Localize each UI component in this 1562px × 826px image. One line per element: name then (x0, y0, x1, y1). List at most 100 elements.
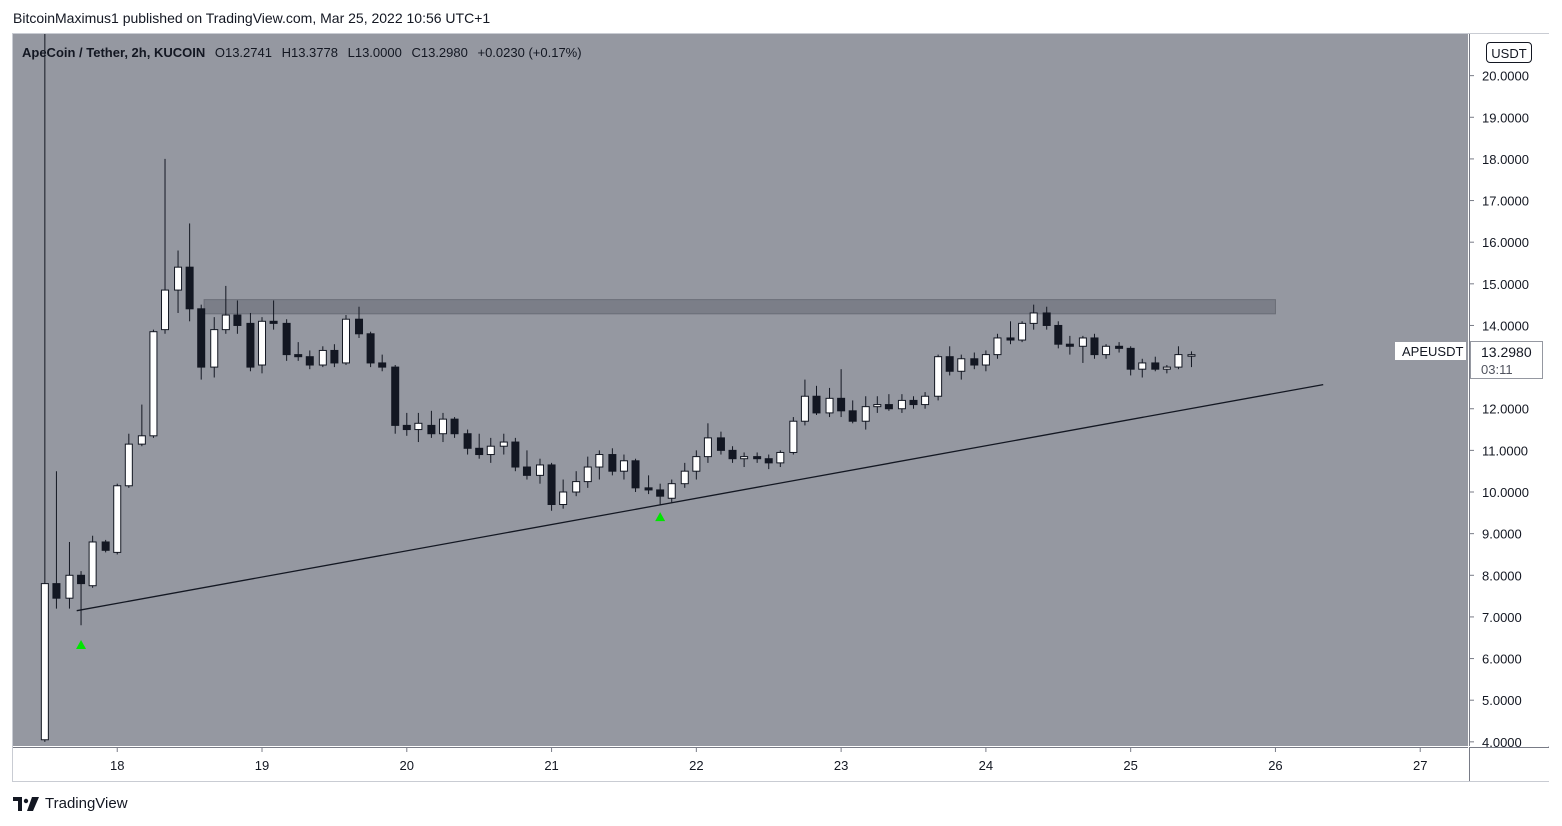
time-tick-label: 20 (400, 758, 414, 773)
candle-body-up (40, 583, 49, 741)
candle-body-up (161, 289, 170, 331)
price-tick-label: 10.0000 (1482, 485, 1529, 500)
candle-body-up (438, 418, 447, 435)
tradingview-brand[interactable]: TradingView (13, 795, 128, 812)
candle (753, 452, 762, 463)
legend-low-value: 13.0000 (354, 45, 402, 60)
candle-body-down (812, 395, 821, 414)
candle-body-down (355, 318, 364, 335)
candle-body-down (522, 466, 531, 476)
candle (1174, 346, 1183, 370)
candle-body-up (572, 481, 581, 493)
candle (402, 412, 411, 436)
candle-body-up (414, 422, 423, 431)
candle-body-down (884, 404, 893, 410)
candle (40, 34, 49, 742)
candle-body-up (1174, 354, 1183, 368)
candle-body-down (1042, 312, 1051, 326)
candle-body-down (463, 433, 472, 449)
candle (1126, 346, 1135, 376)
legend-open-label: O (214, 45, 225, 60)
candle-body-down (837, 397, 846, 412)
chart-plot-area[interactable] (13, 34, 1468, 746)
candle-body-down (185, 266, 194, 310)
candle-body-down (511, 441, 520, 468)
candle-body-up (499, 441, 508, 447)
candle (873, 396, 882, 413)
price-axis[interactable] (1469, 34, 1549, 746)
candle-body-up (740, 456, 749, 460)
price-tick-label: 16.0000 (1482, 235, 1529, 250)
publish-caption: BitcoinMaximus1 published on TradingView… (13, 10, 491, 26)
price-tick-label: 4.0000 (1482, 735, 1522, 750)
price-tick-label: 12.0000 (1482, 402, 1529, 417)
time-axis[interactable] (13, 747, 1468, 781)
candle-body-up (210, 329, 219, 368)
candle-body-down (402, 424, 411, 431)
candle (294, 342, 303, 361)
candle-body-up (692, 456, 701, 472)
candle-body-down (427, 424, 436, 435)
candle (667, 479, 676, 503)
candle (355, 306, 364, 338)
time-tick-label: 24 (979, 758, 993, 773)
candle (703, 423, 712, 463)
candle-body-up (221, 314, 230, 331)
time-tick-label: 25 (1123, 758, 1137, 773)
candle-body-up (113, 485, 122, 553)
candle (680, 462, 689, 488)
candle (619, 454, 628, 480)
candle (77, 571, 86, 626)
last-price-value: 13.2980 (1481, 344, 1532, 360)
candle (161, 158, 170, 334)
candle-body-up (535, 464, 544, 476)
price-tick-label: 18.0000 (1482, 152, 1529, 167)
price-tick-label: 8.0000 (1482, 568, 1522, 583)
time-tick-label: 21 (544, 758, 558, 773)
candle (438, 412, 447, 443)
candle (210, 317, 219, 378)
candle-body-down (728, 449, 737, 460)
candle-body-down (391, 366, 400, 426)
candle (535, 458, 544, 484)
candle (427, 410, 436, 438)
candle-body-down (608, 454, 617, 472)
candle-body-up (981, 354, 990, 366)
tradingview-logo-icon (13, 796, 39, 811)
candle (366, 331, 375, 368)
candle (1138, 358, 1147, 378)
bar-countdown: 03:11 (1481, 362, 1513, 377)
candle-body-up (341, 318, 350, 364)
candle-body-down (945, 356, 954, 372)
candle-body-up (934, 356, 943, 397)
legend-symbol[interactable]: ApeCoin / Tether, 2h, KUCOIN (22, 45, 206, 60)
candle (825, 387, 834, 418)
candle-body-up (861, 406, 870, 422)
candle (414, 412, 423, 443)
candle (559, 479, 568, 509)
candle (800, 379, 809, 426)
candle-body-up (1078, 337, 1087, 347)
candle (1151, 356, 1160, 372)
time-tick-label: 19 (255, 758, 269, 773)
candle (1102, 344, 1111, 359)
candle (1029, 304, 1038, 330)
candle-body-up (957, 358, 966, 372)
candle-body-up (318, 349, 327, 366)
candle-body-up (65, 574, 74, 599)
candle (970, 352, 979, 370)
candle (486, 437, 495, 463)
candle (764, 454, 773, 470)
candle-body-up (1162, 366, 1171, 370)
candle-body-down (909, 399, 918, 406)
candle-body-up (897, 399, 906, 410)
candle (981, 350, 990, 372)
currency-unit-badge[interactable]: USDT (1486, 42, 1532, 63)
candle-body-down (1006, 337, 1015, 341)
candle (52, 471, 61, 609)
candle (957, 354, 966, 380)
candle-body-down (378, 362, 387, 368)
candle (921, 392, 930, 409)
candle (692, 450, 701, 480)
